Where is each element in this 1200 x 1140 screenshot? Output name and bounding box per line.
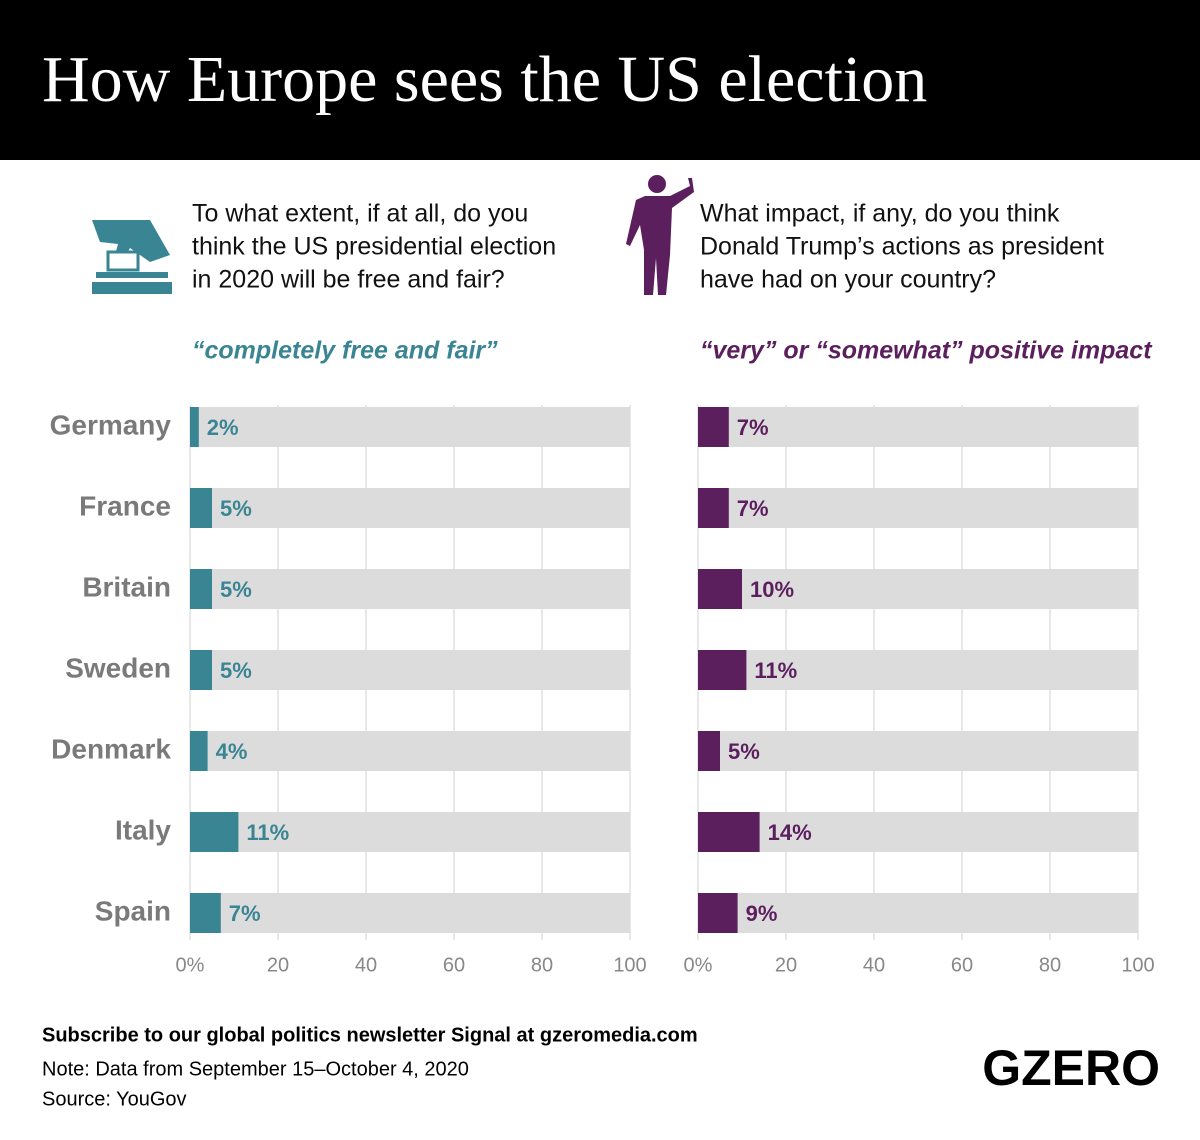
x-tick-label: 60 [443, 954, 465, 976]
bar [190, 812, 239, 852]
value-label: 2% [207, 415, 239, 440]
title: How Europe sees the US election [42, 43, 927, 116]
bar [698, 650, 747, 690]
bar-track [190, 407, 630, 447]
bar [698, 407, 729, 447]
bar-track [698, 407, 1138, 447]
bar [190, 650, 212, 690]
bar [698, 893, 738, 933]
x-tick-label: 80 [531, 954, 553, 976]
bar [190, 407, 199, 447]
logo: GZERO [982, 1040, 1160, 1096]
bar-track [698, 731, 1138, 771]
x-tick-label: 40 [355, 954, 377, 976]
category-label: Italy [115, 814, 171, 845]
x-tick-label: 100 [1121, 954, 1154, 976]
category-label: Denmark [51, 733, 171, 764]
bar [698, 812, 760, 852]
bar-track [190, 893, 630, 933]
bar-track [698, 488, 1138, 528]
bar [190, 893, 221, 933]
bar-track [698, 893, 1138, 933]
question-line: in 2020 will be free and fair? [192, 266, 505, 294]
x-tick-label: 20 [775, 954, 797, 976]
value-label: 10% [750, 577, 794, 602]
value-label: 11% [754, 658, 797, 683]
bar-track [190, 812, 630, 852]
value-label: 7% [737, 496, 769, 521]
x-tick-label: 80 [1039, 954, 1061, 976]
question-line: What impact, if any, do you think [700, 200, 1060, 228]
category-label: Germany [50, 409, 172, 440]
bar [698, 731, 720, 771]
x-tick-label: 100 [613, 954, 646, 976]
category-label: Spain [95, 895, 171, 926]
bar-track [190, 650, 630, 690]
x-tick-label: 60 [951, 954, 973, 976]
question-line: think the US presidential election [192, 233, 556, 261]
bar [190, 488, 212, 528]
bar-track [190, 569, 630, 609]
question-line: have had on your country? [700, 266, 996, 294]
ballot-icon [92, 220, 172, 294]
value-label: 5% [220, 577, 252, 602]
x-tick-label: 40 [863, 954, 885, 976]
subscribe: Subscribe to our global politics newslet… [42, 1024, 698, 1046]
bar [190, 569, 212, 609]
value-label: 9% [746, 901, 778, 926]
figure-icon [626, 175, 694, 295]
header-band [0, 0, 1200, 160]
subtitle: “very” or “somewhat” positive impact [700, 337, 1153, 365]
value-label: 5% [220, 496, 252, 521]
bar-track [698, 812, 1138, 852]
value-label: 7% [229, 901, 261, 926]
x-tick-label: 0% [176, 954, 205, 976]
value-label: 4% [216, 739, 248, 764]
bar-track [190, 488, 630, 528]
category-label: France [79, 490, 171, 521]
category-label: Sweden [65, 652, 171, 683]
subtitle: “completely free and fair” [192, 337, 498, 365]
question-line: Donald Trump’s actions as president [700, 233, 1104, 261]
bar [698, 488, 729, 528]
value-label: 11% [246, 820, 289, 845]
value-label: 7% [737, 415, 769, 440]
bar-track [698, 650, 1138, 690]
bar-track [190, 731, 630, 771]
x-tick-label: 20 [267, 954, 289, 976]
bar [190, 731, 208, 771]
value-label: 5% [728, 739, 760, 764]
bar [698, 569, 742, 609]
value-label: 5% [220, 658, 252, 683]
category-label: Britain [82, 571, 171, 602]
x-tick-label: 0% [684, 954, 713, 976]
source: Source: YouGov [42, 1088, 187, 1110]
question-line: To what extent, if at all, do you [192, 200, 528, 228]
value-label: 14% [768, 820, 812, 845]
note: Note: Data from September 15–October 4, … [42, 1058, 469, 1080]
bar-track [698, 569, 1138, 609]
